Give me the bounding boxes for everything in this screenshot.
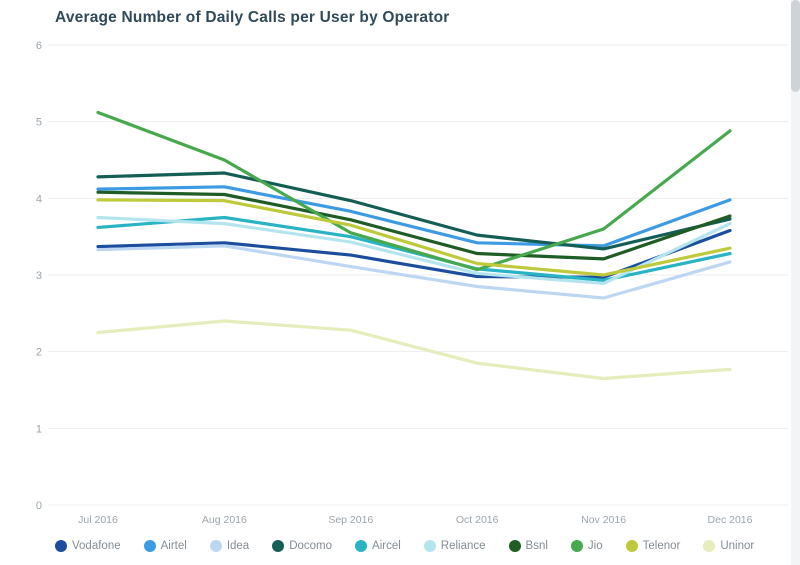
series-line-jio — [96, 110, 732, 272]
legend-dot-icon — [272, 540, 285, 552]
series-line-telenor — [96, 198, 732, 277]
legend-dot-icon — [703, 540, 716, 552]
legend-label: Jio — [587, 540, 603, 552]
legend-label: Idea — [226, 540, 250, 552]
legend-label: Bsnl — [525, 540, 548, 552]
legend-label: Vodafone — [72, 540, 121, 552]
y-axis-tick-label: 4 — [36, 193, 42, 205]
legend-item-aircel[interactable]: Aircel — [355, 540, 401, 552]
legend-dot-icon — [55, 540, 67, 552]
y-axis-tick-label: 6 — [36, 40, 42, 52]
y-axis-tick-label: 1 — [36, 423, 42, 435]
x-axis-tick-label: Jul 2016 — [78, 514, 118, 526]
legend-label: Aircel — [372, 540, 401, 552]
legend-dot-icon — [355, 540, 368, 552]
series-lines — [96, 110, 732, 381]
chart-title: Average Number of Daily Calls per User b… — [55, 9, 450, 26]
legend-item-idea[interactable]: Idea — [209, 540, 250, 552]
scrollbar-thumb[interactable] — [791, 0, 800, 92]
y-axis-labels: 0 1 2 3 4 5 6 — [36, 40, 42, 512]
legend-dot-icon — [143, 540, 156, 552]
legend-label: Telenor — [642, 540, 681, 552]
y-axis-tick-label: 5 — [36, 117, 42, 129]
legend-item-uninor[interactable]: Uninor — [703, 540, 754, 552]
series-line-uninor — [96, 319, 732, 381]
legend-item-reliance[interactable]: Reliance — [423, 540, 486, 552]
legend-label: Uninor — [720, 540, 755, 552]
x-axis-tick-label: Nov 2016 — [581, 514, 626, 526]
y-axis-tick-label: 3 — [36, 270, 42, 282]
scrollbar-track[interactable] — [791, 0, 800, 565]
series-line-docomo — [96, 171, 732, 251]
legend-item-jio[interactable]: Jio — [570, 540, 603, 552]
series-line-airtel — [96, 185, 732, 248]
series-line-bsnl — [96, 190, 732, 261]
legend-dot-icon — [508, 540, 521, 552]
legend-item-bsnl[interactable]: Bsnl — [508, 540, 548, 552]
x-axis-tick-label: Dec 2016 — [708, 514, 753, 526]
x-axis-tick-label: Aug 2016 — [202, 514, 247, 526]
gridlines — [48, 44, 788, 506]
y-axis-tick-label: 0 — [36, 500, 42, 512]
y-axis-tick-label: 2 — [36, 347, 42, 359]
legend-dot-icon — [625, 540, 638, 552]
series-line-reliance — [96, 215, 732, 286]
legend-item-vodafone[interactable]: Vodafone — [55, 540, 121, 552]
legend-dot-icon — [570, 540, 583, 552]
legend-item-airtel[interactable]: Airtel — [143, 540, 187, 552]
legend-item-docomo[interactable]: Docomo — [272, 540, 332, 552]
legend-label: Docomo — [289, 540, 333, 552]
x-axis-tick-label: Sep 2016 — [328, 514, 373, 526]
legend-item-telenor[interactable]: Telenor — [625, 540, 681, 552]
legend-dot-icon — [423, 540, 436, 552]
legend-dot-icon — [209, 540, 222, 552]
legend: Vodafone Airtel Idea Docomo Aircel Reliance Bs… — [55, 540, 760, 552]
line-chart: 0 1 2 3 4 5 6 Jul 2016 Aug 2016 Sep 2016 Oct 2016… — [36, 40, 788, 526]
legend-label: Airtel — [160, 540, 187, 552]
series-line-idea — [96, 244, 732, 300]
x-axis-labels: Jul 2016 Aug 2016 Sep 2016 Oct 2016 Nov 2016… — [78, 514, 752, 526]
legend-label: Reliance — [440, 540, 486, 552]
x-axis-tick-label: Oct 2016 — [456, 514, 499, 526]
